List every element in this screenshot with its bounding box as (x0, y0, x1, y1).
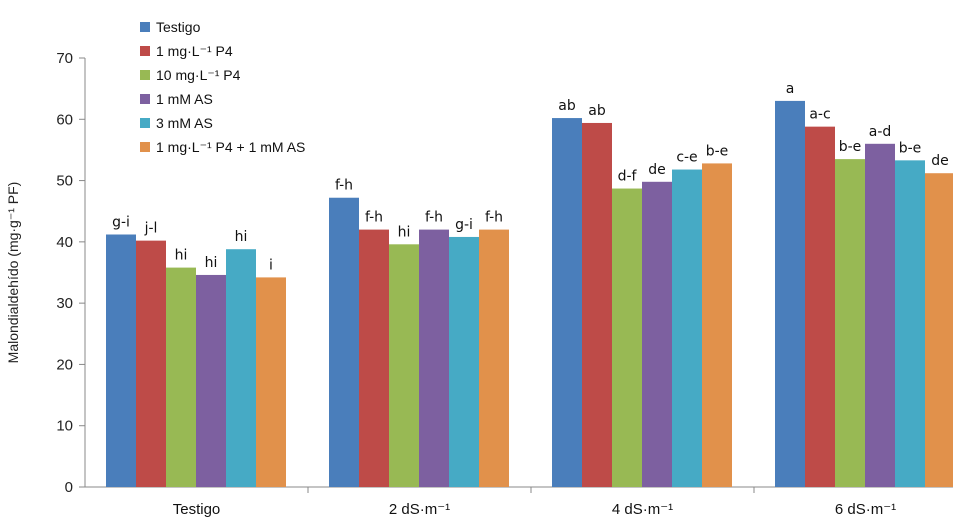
y-axis-title: Malondialdehído (mg·g⁻¹ PF) (5, 182, 21, 364)
legend-swatch (140, 46, 150, 56)
bar-significance-label: i (269, 257, 273, 273)
bar (702, 163, 732, 487)
bar (672, 169, 702, 488)
legend-label: 1 mg·L⁻¹ P4 + 1 mM AS (156, 139, 305, 155)
bar-significance-label: ab (588, 103, 606, 119)
bar (419, 229, 449, 487)
y-tick-label: 50 (56, 173, 73, 190)
bar-significance-label: f-h (335, 178, 353, 194)
bar (329, 197, 359, 487)
bar (359, 229, 389, 487)
bar (582, 122, 612, 487)
legend-item[interactable]: 1 mM AS (140, 91, 213, 107)
x-category-label: Testigo (173, 501, 221, 518)
bar (612, 188, 642, 487)
bar-significance-label: c-e (676, 150, 697, 166)
bar-significance-label: j-l (144, 221, 158, 237)
bar (479, 229, 509, 487)
bar-significance-label: a-c (809, 107, 830, 123)
legend-label: Testigo (156, 19, 201, 35)
bar-significance-label: ab (558, 98, 576, 114)
bar-significance-label: a (786, 81, 795, 97)
legend-item[interactable]: 1 mg·L⁻¹ P4 (140, 43, 233, 59)
bar-significance-label: hi (175, 248, 188, 264)
y-tick-label: 40 (56, 234, 73, 251)
bar (925, 173, 953, 487)
bar (835, 159, 865, 487)
bar-significance-label: b-e (899, 140, 922, 156)
bar (552, 118, 582, 487)
legend-swatch (140, 94, 150, 104)
bar-significance-label: b-e (839, 139, 862, 155)
bar-significance-label: hi (235, 229, 248, 245)
y-tick-label: 30 (56, 295, 73, 312)
bar (196, 274, 226, 487)
bar-significance-label: g-i (112, 215, 130, 231)
bar (389, 244, 419, 487)
x-category-label: 4 dS·m⁻¹ (612, 501, 673, 518)
bar-significance-label: f-h (365, 210, 383, 226)
bars (106, 100, 953, 488)
legend-swatch (140, 70, 150, 80)
bar-significance-label: de (648, 162, 666, 178)
legend-swatch (140, 142, 150, 152)
bar (449, 236, 479, 487)
y-tick-label: 0 (65, 479, 73, 496)
bar (895, 160, 925, 487)
bar-significance-label: de (931, 153, 949, 169)
bar-significance-label: f-h (425, 210, 443, 226)
bar (775, 100, 805, 488)
legend-label: 1 mg·L⁻¹ P4 (156, 43, 233, 59)
bar (106, 234, 136, 487)
y-tick-label: 20 (56, 356, 73, 373)
bar-significance-label: f-h (485, 210, 503, 226)
bar-significance-label: hi (205, 255, 218, 271)
bar-significance-label: hi (398, 224, 411, 240)
y-tick-label: 60 (56, 111, 73, 128)
bar (226, 249, 256, 487)
legend-swatch (140, 22, 150, 32)
axes: 0 10 20 30 40 50 60 70 Malondialdehído (mg·g⁻¹ P… (5, 50, 953, 518)
y-tick-label: 10 (56, 418, 73, 435)
legend-label: 1 mM AS (156, 91, 213, 107)
bar-significance-label: b-e (706, 143, 729, 159)
bar-significance-label: g-i (455, 217, 473, 233)
x-category-label: 2 dS·m⁻¹ (389, 501, 450, 518)
bar (805, 126, 835, 487)
legend[interactable]: Testigo 1 mg·L⁻¹ P4 10 mg·L⁻¹ P4 1 mM AS 3 m… (140, 19, 305, 155)
legend-item[interactable]: 1 mg·L⁻¹ P4 + 1 mM AS (140, 139, 305, 155)
legend-label: 10 mg·L⁻¹ P4 (156, 67, 241, 83)
legend-label: 3 mM AS (156, 115, 213, 131)
bar-significance-label: a-d (869, 124, 892, 140)
bar (166, 267, 196, 487)
legend-item[interactable]: Testigo (140, 19, 201, 35)
legend-swatch (140, 118, 150, 128)
bar (642, 181, 672, 487)
bar (256, 277, 286, 487)
legend-item[interactable]: 10 mg·L⁻¹ P4 (140, 67, 241, 83)
bar (865, 143, 895, 488)
x-category-label: 6 dS·m⁻¹ (835, 501, 896, 518)
legend-item[interactable]: 3 mM AS (140, 115, 213, 131)
bar-significance-label: d-f (618, 169, 638, 185)
data-labels: g-i f-h ab a j-l f-h ab a-c hi hi d-f b-e hi f-h de a-d… (112, 81, 949, 274)
bar (136, 240, 166, 487)
y-tick-label: 70 (56, 50, 73, 67)
